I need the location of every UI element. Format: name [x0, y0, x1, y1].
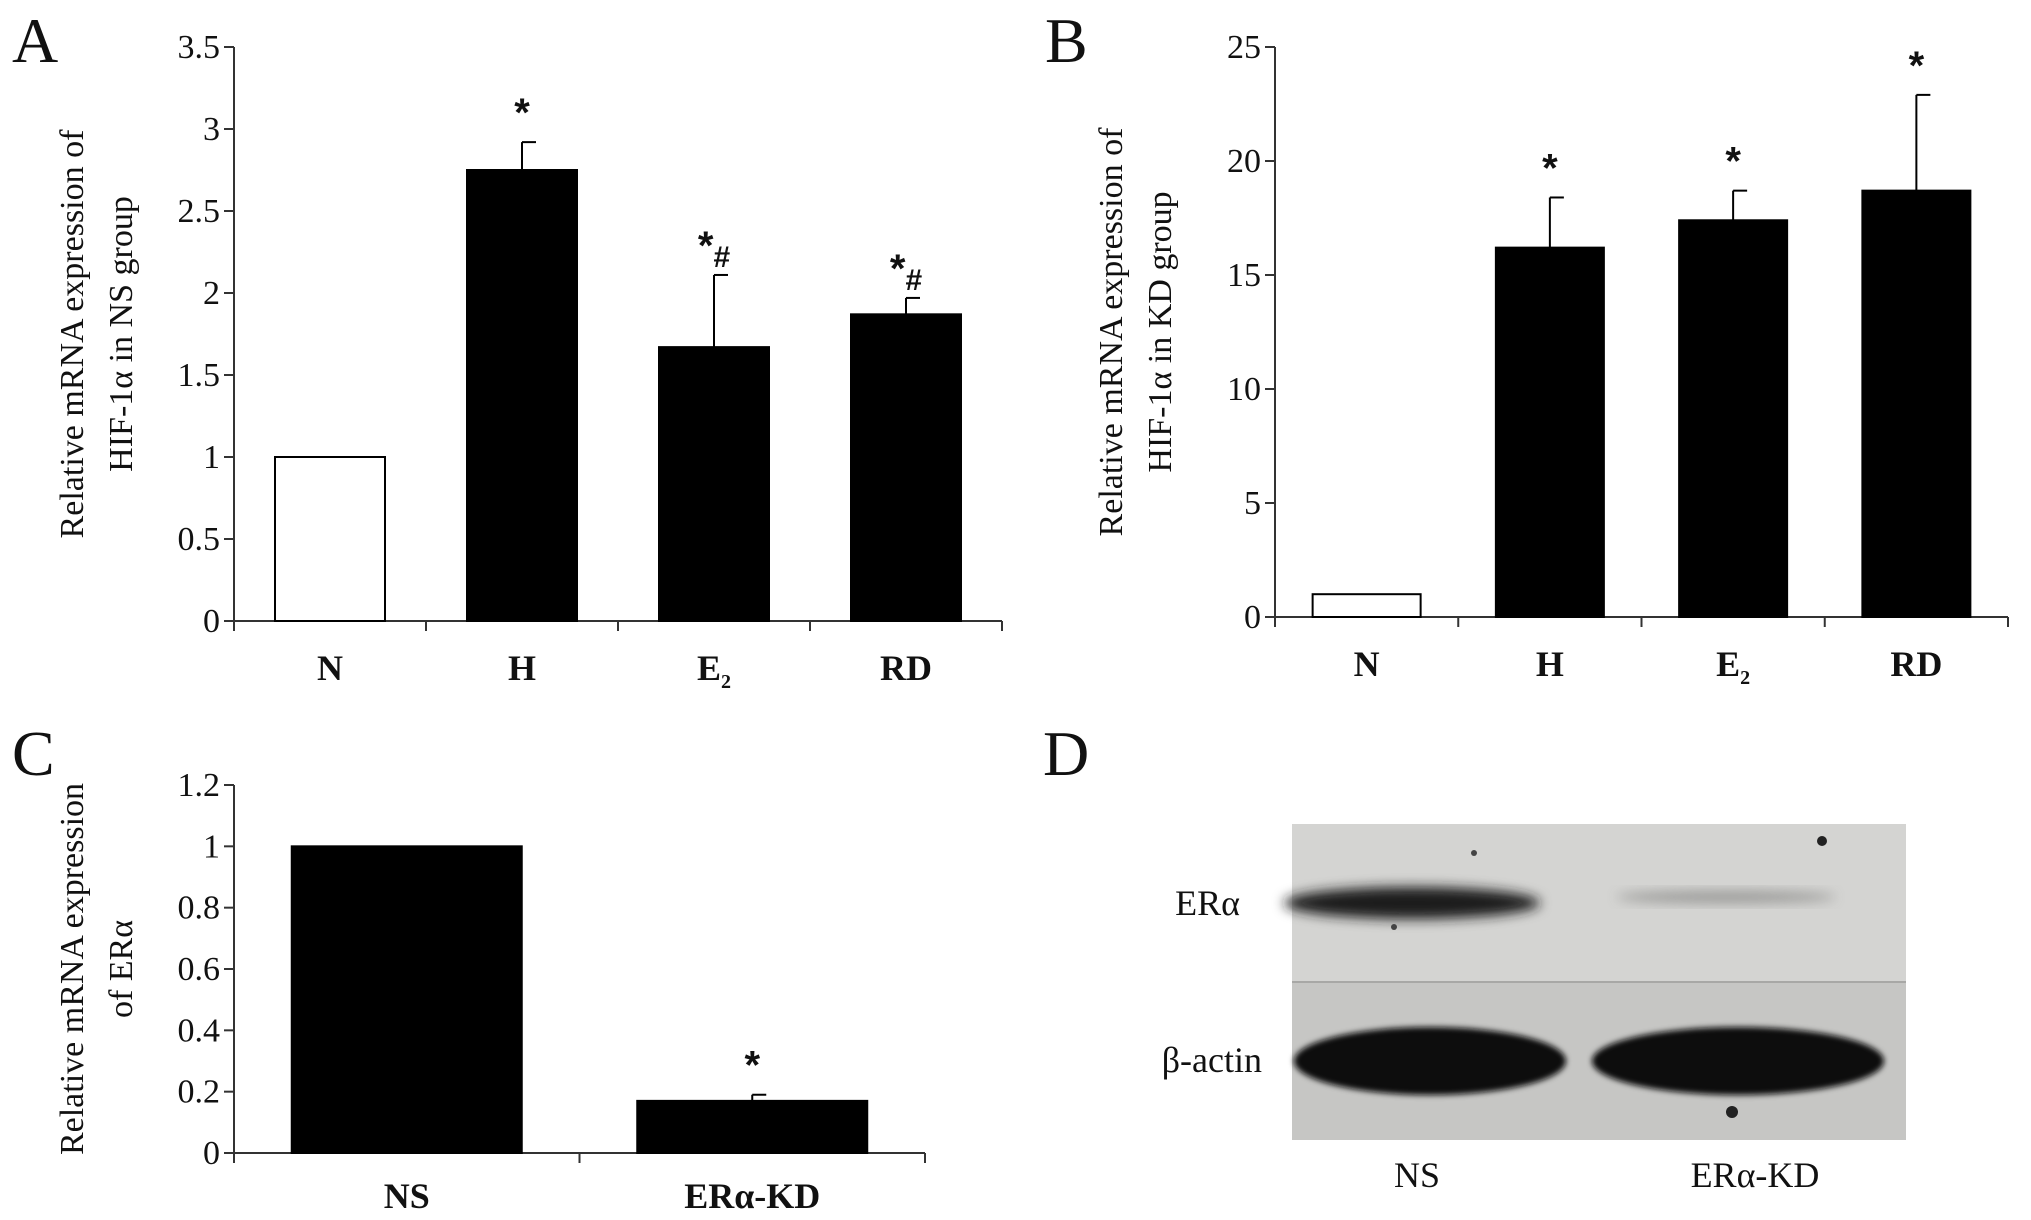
significance-marker: *# [698, 224, 731, 274]
bar [466, 169, 578, 622]
y-tick-label: 0.8 [178, 890, 221, 927]
beta-actin-band-kd [1592, 1027, 1884, 1095]
y-tick-label: 3 [203, 111, 220, 148]
category-label: H [1536, 644, 1564, 684]
y-tick-label: 0 [203, 1135, 220, 1172]
blot-lane-label-kd: ERα-KD [1691, 1155, 1820, 1195]
bar [1494, 246, 1605, 618]
y-tick-label: 1 [203, 828, 220, 865]
panel-letter-d: D [1043, 718, 1089, 789]
y-tick-label: 0 [203, 603, 220, 640]
category-label: N [1354, 644, 1380, 684]
chart-c-er-alpha: 0 0.2 0.4 0.6 0.8 1 1.2 Relative mRNA expressio… [54, 767, 926, 1216]
y-tick-label: 0 [1244, 599, 1261, 636]
significance-marker: * [514, 91, 530, 135]
bar [1861, 189, 1972, 618]
significance-marker: * [1725, 140, 1741, 184]
y-tick-label: 15 [1227, 257, 1261, 294]
bar [850, 313, 962, 622]
er-alpha-band-ns [1284, 887, 1540, 919]
blot-row-label-er-alpha: ERα [1175, 883, 1240, 923]
blot-lane-label-ns: NS [1394, 1155, 1440, 1195]
chart-b-hif1a-kd: 0 5 10 15 20 25 Relative mRNA expression of HIF… [1093, 29, 2009, 689]
category-label: E2 [697, 648, 731, 693]
y-tick-label: 10 [1227, 371, 1261, 408]
blot-speck [1726, 1106, 1738, 1118]
y-axis-label-line: Relative mRNA expression of [54, 129, 91, 539]
y-axis-label-line: HIF-1α in KD group [1142, 191, 1179, 472]
y-axis-label-line: HIF-1α in NS group [103, 196, 140, 472]
y-tick-label: 0.4 [178, 1012, 221, 1049]
blot-speck [1817, 836, 1827, 846]
bar [274, 456, 386, 622]
y-tick-label: 25 [1227, 29, 1261, 66]
y-tick-label: 2.5 [178, 193, 221, 230]
y-tick-label: 0.5 [178, 521, 221, 558]
chart-a-hif1a-ns: 0 0.5 1 1.5 2 2.5 3 3.5 Relative mRNA expression… [54, 29, 1003, 693]
panel-letter-c: C [12, 718, 55, 789]
panel-letter-b: B [1045, 5, 1088, 76]
significance-marker: * [1909, 44, 1925, 88]
y-axis-label-line: Relative mRNA expression [54, 783, 91, 1155]
significance-marker: * [744, 1044, 760, 1088]
y-axis-label-line: Relative mRNA expression of [1093, 127, 1130, 537]
beta-actin-band-ns [1294, 1027, 1566, 1095]
category-label: E2 [1716, 644, 1750, 689]
y-tick-label: 5 [1244, 485, 1261, 522]
y-tick-label: 3.5 [178, 29, 221, 66]
bar [290, 845, 523, 1154]
y-tick-label: 1.5 [178, 357, 221, 394]
y-tick-label: 20 [1227, 143, 1261, 180]
category-label: NS [384, 1176, 430, 1216]
significance-marker: * [1542, 146, 1558, 190]
bar [658, 346, 770, 622]
y-tick-label: 0.2 [178, 1074, 221, 1111]
category-label: ERα-KD [684, 1176, 820, 1216]
y-tick-label: 0.6 [178, 951, 221, 988]
bar [1311, 593, 1422, 619]
er-alpha-band-kd [1616, 891, 1836, 903]
panel-letter-a: A [12, 5, 58, 76]
y-tick-label: 1.2 [178, 767, 221, 804]
blot-speck [1471, 850, 1477, 856]
category-label: H [508, 648, 536, 688]
y-tick-label: 1 [203, 439, 220, 476]
category-label: N [317, 648, 343, 688]
category-label: RD [1890, 644, 1942, 684]
category-label: RD [880, 648, 932, 688]
significance-marker: *# [890, 247, 923, 297]
western-blot: ERα β-actin NS ERα-KD [1162, 824, 1906, 1195]
blot-speck [1391, 924, 1397, 930]
y-tick-label: 2 [203, 275, 220, 312]
bar [636, 1099, 869, 1155]
bar [1678, 219, 1789, 618]
blot-row-label-beta-actin: β-actin [1162, 1040, 1262, 1080]
y-axis-label-line: of ERα [103, 920, 140, 1018]
